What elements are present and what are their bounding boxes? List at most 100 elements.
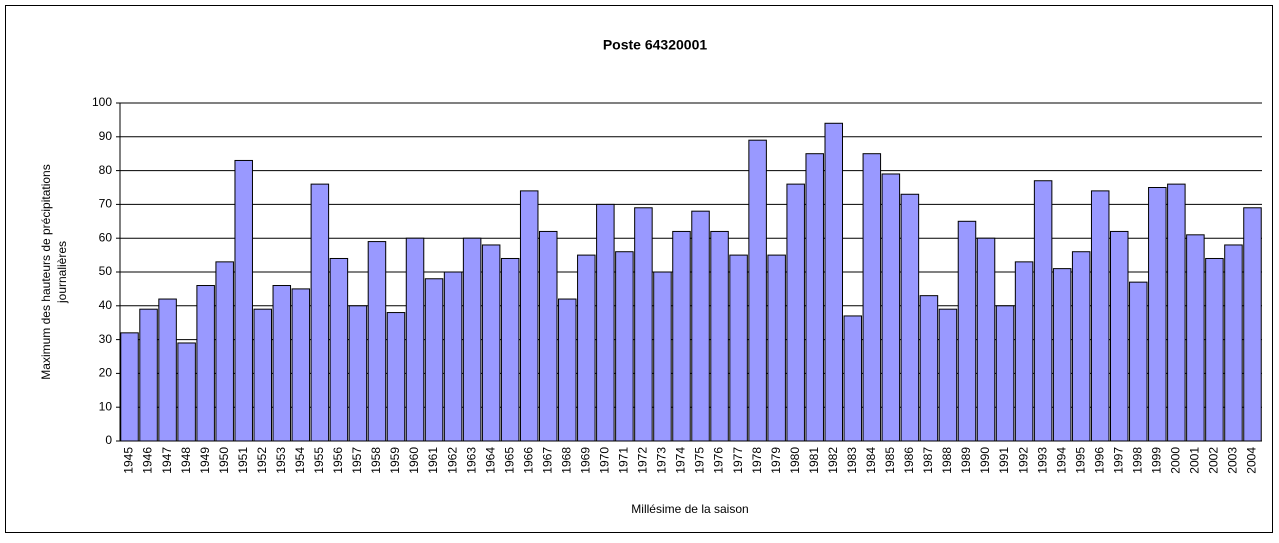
x-tick-label: 1989 — [959, 447, 973, 474]
bar — [672, 230, 691, 442]
bar — [786, 183, 805, 442]
x-tick-label: 1961 — [426, 447, 440, 474]
x-tick-label: 1946 — [141, 447, 155, 474]
x-tick-label: 1959 — [388, 447, 402, 474]
x-tick-label: 1973 — [655, 447, 669, 474]
x-tick-label: 1963 — [464, 447, 478, 474]
y-tick-label: 70 — [99, 197, 113, 211]
y-axis-label: Maximum des hauteurs de précipitations — [39, 164, 53, 379]
y-tick-label: 30 — [99, 332, 113, 346]
x-tick-label: 1988 — [940, 447, 954, 474]
x-tick-label: 1958 — [369, 447, 383, 474]
x-tick-label: 1993 — [1035, 447, 1049, 474]
bar — [196, 285, 215, 442]
x-tick-label: 1984 — [864, 447, 878, 474]
x-tick-label: 1977 — [731, 447, 745, 474]
bar — [519, 190, 539, 442]
x-axis-label: Millésime de la saison — [631, 502, 748, 516]
bar — [462, 237, 482, 442]
x-tick-label: 1969 — [578, 447, 592, 474]
bar — [1243, 207, 1262, 442]
bar — [1090, 190, 1110, 442]
x-tick-label: 1955 — [312, 447, 326, 474]
x-tick-label: 1980 — [788, 447, 802, 474]
x-tick-label: 1978 — [750, 447, 764, 474]
x-tick-label: 1968 — [559, 447, 573, 474]
bar — [805, 153, 824, 442]
bar — [234, 159, 253, 442]
bar — [748, 139, 767, 442]
x-tick-label: 1953 — [274, 447, 288, 474]
x-tick-label: 1982 — [826, 447, 840, 474]
y-tick-label: 40 — [99, 298, 113, 312]
y-tick-label: 100 — [92, 95, 112, 109]
x-tick-label: 1947 — [160, 447, 174, 474]
bar — [272, 285, 292, 442]
x-tick-label: 1945 — [122, 447, 136, 474]
bar — [443, 271, 463, 442]
x-tick-label: 1994 — [1054, 447, 1068, 474]
x-tick-label: 1983 — [845, 447, 859, 474]
bar — [653, 271, 672, 442]
x-tick-label: 1981 — [807, 447, 821, 474]
x-tick-label: 1990 — [978, 447, 992, 474]
bar — [995, 305, 1015, 442]
x-tick-label: 2004 — [1245, 447, 1259, 474]
bar — [957, 220, 977, 442]
bar — [348, 305, 368, 442]
bar — [158, 298, 177, 442]
bar — [558, 298, 577, 442]
x-tick-label: 1976 — [712, 447, 726, 474]
bar — [919, 295, 939, 442]
bar — [1033, 180, 1053, 442]
y-tick-label: 60 — [99, 230, 113, 244]
x-tick-label: 1951 — [236, 447, 250, 474]
bar — [900, 193, 920, 442]
bar — [120, 332, 139, 442]
bar — [1109, 230, 1129, 442]
x-tick-label: 1979 — [769, 447, 783, 474]
bar — [329, 257, 349, 442]
x-tick-label: 1960 — [407, 447, 421, 474]
bar — [215, 261, 234, 442]
x-tick-label: 1954 — [293, 447, 307, 474]
x-tick-label: 1991 — [997, 447, 1011, 474]
x-tick-label: 1956 — [331, 447, 345, 474]
x-tick-label: 1971 — [617, 447, 631, 474]
y-tick-label: 50 — [99, 264, 113, 278]
bar — [843, 315, 863, 442]
bar — [710, 230, 729, 442]
y-tick-label: 80 — [99, 163, 113, 177]
bar — [615, 251, 634, 442]
bar — [881, 173, 901, 442]
bar — [1071, 251, 1091, 442]
x-tick-label: 1995 — [1073, 447, 1087, 474]
bar — [500, 257, 520, 442]
bar — [938, 308, 958, 442]
bar — [139, 308, 158, 442]
bar — [253, 308, 273, 442]
bar — [1129, 281, 1148, 442]
bar — [1052, 268, 1072, 442]
bar — [1205, 257, 1224, 442]
bar — [310, 183, 330, 442]
y-axis-label: journalières — [55, 241, 69, 304]
bar — [1167, 183, 1186, 442]
bar — [386, 312, 406, 442]
x-tick-label: 1965 — [502, 447, 516, 474]
x-tick-label: 2002 — [1207, 447, 1221, 474]
x-tick-label: 1975 — [693, 447, 707, 474]
x-tick-label: 1948 — [179, 447, 193, 474]
x-tick-label: 1992 — [1016, 447, 1030, 474]
bar — [177, 342, 196, 442]
bar — [767, 254, 786, 442]
x-tick-label: 1986 — [902, 447, 916, 474]
bar — [481, 244, 501, 442]
x-tick-label: 1967 — [540, 447, 554, 474]
x-tick-label: 1987 — [921, 447, 935, 474]
bar — [577, 254, 596, 442]
bar — [405, 237, 425, 442]
bar — [691, 210, 710, 442]
bar — [1186, 234, 1205, 442]
